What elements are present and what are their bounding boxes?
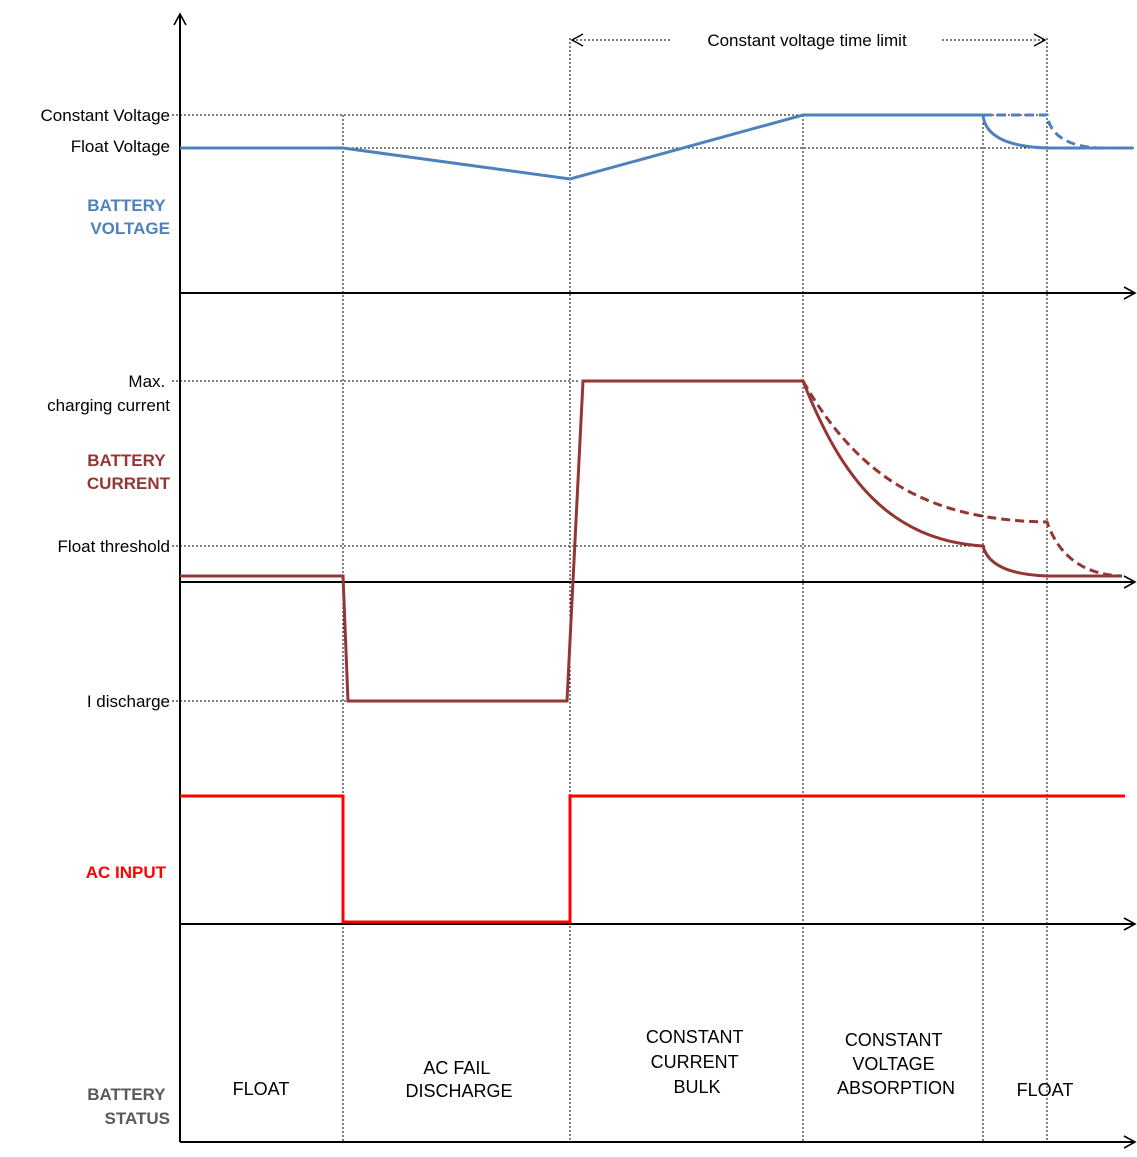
battery-status-caption-line1: BATTERY xyxy=(87,1085,166,1104)
float-voltage-label: Float Voltage xyxy=(71,137,170,156)
ac-input-caption: AC INPUT xyxy=(86,863,167,882)
status-constant-current-bulk: CONSTANT CURRENT BULK xyxy=(646,1027,748,1097)
discharge-label: I discharge xyxy=(87,692,170,711)
battery-voltage-caption-line1: BATTERY xyxy=(87,196,166,215)
status-absorption-line1: CONSTANT xyxy=(845,1030,943,1050)
current-trace xyxy=(180,379,1122,703)
status-constant-voltage-absorption: CONSTANT VOLTAGE ABSORPTION xyxy=(837,1030,955,1098)
battery-status-caption: BATTERY STATUS xyxy=(87,1085,170,1128)
status-bulk-line2: CURRENT xyxy=(651,1052,739,1072)
status-float-2: FLOAT xyxy=(1017,1080,1074,1100)
battery-voltage-caption: BATTERY VOLTAGE xyxy=(87,196,170,238)
status-ac-fail-line1: AC FAIL xyxy=(423,1058,490,1078)
status-float-2-line1: FLOAT xyxy=(1017,1080,1074,1100)
battery-current-caption-line1: BATTERY xyxy=(87,451,166,470)
status-bulk-line3: BULK xyxy=(673,1077,720,1097)
status-float-1: FLOAT xyxy=(233,1079,290,1099)
battery-status-caption-line2: STATUS xyxy=(105,1109,170,1128)
battery-current-caption: BATTERY CURRENT xyxy=(87,451,171,493)
status-absorption-line2: VOLTAGE xyxy=(852,1054,934,1074)
voltage-trace xyxy=(180,113,1133,181)
current-trace-extended xyxy=(801,380,1123,578)
ac-input-trace xyxy=(180,794,1125,924)
status-ac-fail-discharge: AC FAIL DISCHARGE xyxy=(405,1058,512,1101)
battery-current-caption-line2: CURRENT xyxy=(87,474,171,493)
voltage-trace-extended xyxy=(983,113,1133,150)
status-absorption-line3: ABSORPTION xyxy=(837,1078,955,1098)
status-bulk-line1: CONSTANT xyxy=(646,1027,744,1047)
float-threshold-label: Float threshold xyxy=(58,537,170,556)
max-current-label-line1: Max. xyxy=(128,372,165,391)
max-current-label: Max. charging current xyxy=(47,372,170,415)
constant-voltage-label: Constant Voltage xyxy=(41,106,170,125)
status-float-1-line1: FLOAT xyxy=(233,1079,290,1099)
time-limit-label: Constant voltage time limit xyxy=(707,31,907,50)
max-current-label-line2: charging current xyxy=(47,396,170,415)
status-ac-fail-line2: DISCHARGE xyxy=(405,1081,512,1101)
battery-voltage-caption-line2: VOLTAGE xyxy=(90,219,170,238)
